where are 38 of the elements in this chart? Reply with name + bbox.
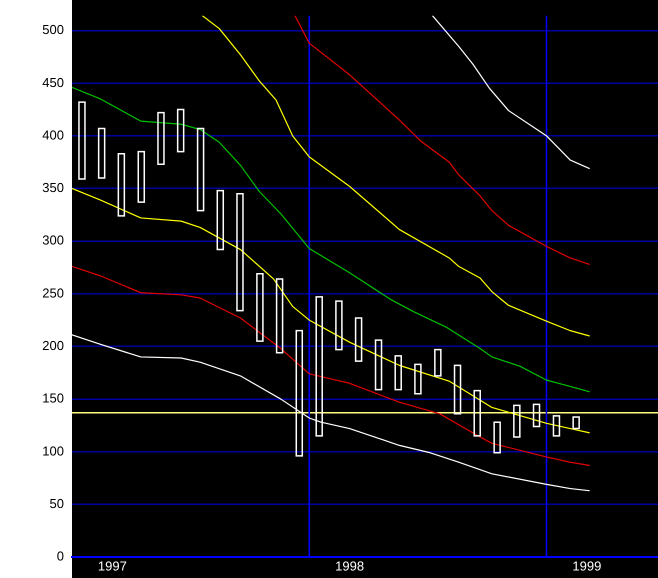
- y-tick-label: 200: [42, 338, 64, 353]
- candlestick: [454, 364, 462, 415]
- candlestick: [493, 421, 501, 454]
- candlestick: [354, 317, 362, 362]
- candlestick: [98, 128, 106, 179]
- candlestick: [513, 404, 521, 438]
- candlestick: [572, 416, 580, 430]
- y-tick-label: 400: [42, 127, 64, 142]
- candlestick: [552, 415, 560, 437]
- candlestick: [256, 273, 264, 342]
- candlestick: [196, 128, 204, 212]
- y-tick-label: 0: [56, 548, 64, 564]
- x-tick-label: 1999: [572, 558, 602, 574]
- candlestick: [532, 404, 540, 428]
- y-tick-label: 150: [42, 390, 64, 406]
- candlestick: [78, 101, 86, 180]
- candlestick: [157, 112, 165, 166]
- candlestick: [335, 300, 343, 350]
- candlestick: [276, 278, 284, 354]
- y-tick-label: 100: [42, 443, 64, 458]
- candlestick: [374, 339, 382, 390]
- y-tick-label: 350: [42, 180, 64, 196]
- y-tick-label: 250: [42, 285, 64, 300]
- candlestick: [414, 364, 422, 395]
- x-tick-label: 1997: [98, 558, 127, 574]
- candlestick: [434, 348, 442, 377]
- candlestick: [118, 152, 126, 217]
- candlestick: [473, 390, 481, 437]
- x-tick-label: 1998: [335, 558, 364, 574]
- y-tick-label: 300: [42, 232, 64, 248]
- y-tick-label: 50: [50, 496, 64, 511]
- candlestick: [394, 355, 402, 390]
- candlestick: [138, 150, 146, 203]
- candlestick: [216, 190, 224, 250]
- candlestick: [176, 108, 184, 152]
- y-tick-label: 500: [42, 22, 64, 38]
- y-tick-label: 450: [42, 74, 64, 90]
- candlestick: [236, 192, 244, 312]
